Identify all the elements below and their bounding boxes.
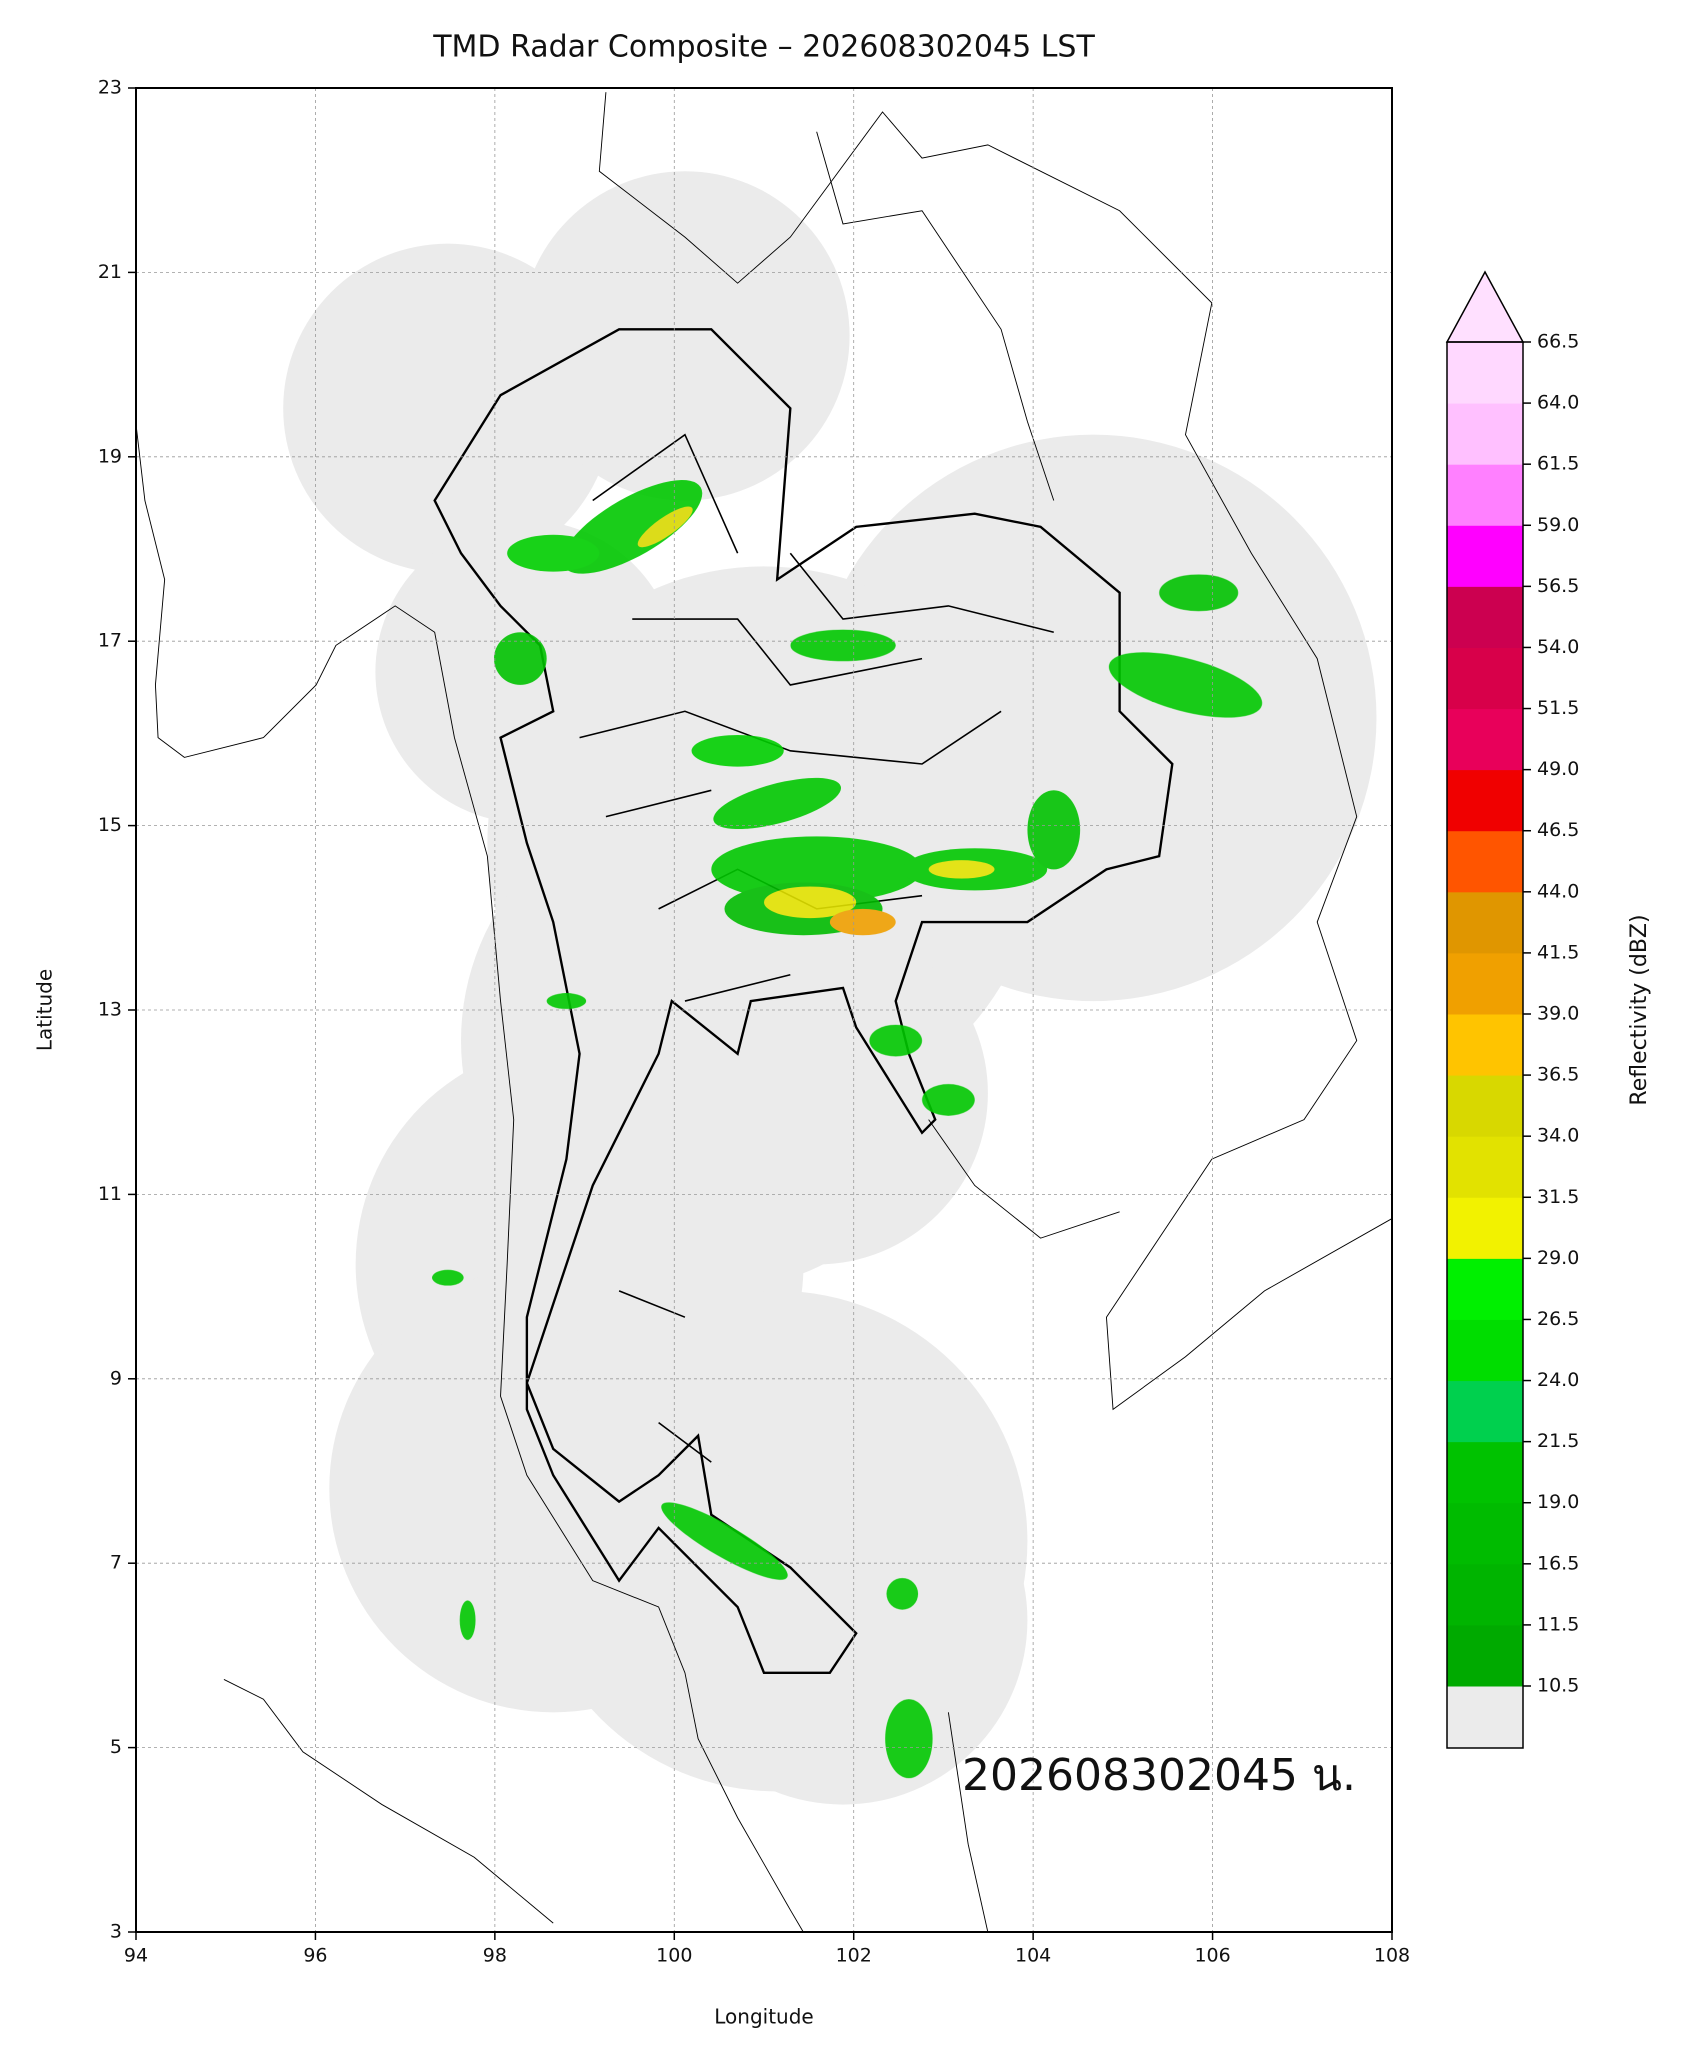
colorbar-segment — [1447, 586, 1523, 648]
colorbar-segment — [1447, 1197, 1523, 1259]
timestamp-annotation: 202608302045 น. — [962, 1750, 1356, 1801]
map-layer — [136, 88, 1392, 1932]
colorbar-over — [1445, 270, 1525, 343]
colorbar-tick-label: 66.5 — [1537, 331, 1579, 353]
x-tick-label: 106 — [1194, 1945, 1230, 1967]
colorbar-tick-label: 19.0 — [1537, 1491, 1579, 1513]
colorbar-tick-label: 59.0 — [1537, 514, 1579, 536]
y-tick-label: 11 — [98, 1183, 122, 1205]
colorbar-tick-label: 49.0 — [1537, 758, 1579, 780]
y-tick-label: 7 — [110, 1552, 122, 1574]
y-axis-label: Latitude — [33, 969, 57, 1051]
colorbar-segment — [1447, 464, 1523, 526]
x-tick-label: 104 — [1015, 1945, 1051, 1967]
colorbar-tick-label: 61.5 — [1537, 453, 1579, 475]
colorbar-tick-label: 56.5 — [1537, 575, 1579, 597]
colorbar-segment — [1447, 1441, 1523, 1504]
colorbar-label: Reflectivity (dBZ) — [1627, 914, 1652, 1105]
coastlines — [136, 92, 1392, 1932]
colorbar-tick-label: 29.0 — [1537, 1247, 1579, 1269]
y-tick-label: 3 — [110, 1921, 122, 1943]
y-tick-label: 9 — [110, 1367, 122, 1389]
colorbar-segment — [1447, 403, 1523, 465]
colorbar-tick-label: 16.5 — [1537, 1552, 1579, 1574]
map-title: TMD Radar Composite – 202608302045 LST — [432, 30, 1095, 65]
colorbar-segment — [1447, 1075, 1523, 1137]
colorbar-tick-label: 44.0 — [1537, 880, 1579, 902]
x-tick-label: 102 — [836, 1945, 872, 1967]
colorbar-segment — [1447, 647, 1523, 710]
colorbar-tick-label: 11.5 — [1537, 1613, 1579, 1635]
colorbar-tick-label: 39.0 — [1537, 1003, 1579, 1025]
colorbar-tick-label: 21.5 — [1537, 1430, 1579, 1452]
y-tick-label: 15 — [98, 814, 122, 836]
colorbar-segment — [1447, 1014, 1523, 1076]
colorbar-segment — [1447, 830, 1523, 893]
y-tick-label: 23 — [98, 77, 122, 99]
y-tick-label: 5 — [110, 1736, 122, 1758]
colorbar-tick-label: 64.0 — [1537, 392, 1579, 414]
colorbar-segment — [1447, 769, 1523, 832]
x-axis-label: Longitude — [714, 2005, 813, 2029]
y-tick-label: 19 — [98, 445, 122, 467]
colorbar-tick-label: 34.0 — [1537, 1125, 1579, 1147]
colorbar-tick-label: 36.5 — [1537, 1064, 1579, 1086]
colorbar-segment — [1447, 1563, 1523, 1626]
colorbar-tick-label: 24.0 — [1537, 1369, 1579, 1391]
colorbar-tick-label: 31.5 — [1537, 1186, 1579, 1208]
x-tick-label: 94 — [124, 1945, 148, 1967]
colorbar-under — [1447, 1686, 1523, 1748]
x-tick-label: 98 — [483, 1945, 507, 1967]
colorbar-segment — [1447, 708, 1523, 771]
y-tick-label: 13 — [98, 999, 122, 1021]
x-tick-label: 100 — [656, 1945, 692, 1967]
colorbar-tick-label: 26.5 — [1537, 1308, 1579, 1330]
colorbar-segment — [1447, 342, 1523, 404]
colorbar-segment — [1447, 1258, 1523, 1320]
colorbar-segment — [1447, 952, 1523, 1015]
y-tick-label: 21 — [98, 261, 122, 283]
colorbar-frame — [1446, 341, 1524, 1749]
x-tick-label: 108 — [1374, 1945, 1410, 1967]
x-tick-label: 96 — [303, 1945, 327, 1967]
colorbar-segment — [1447, 891, 1523, 954]
colorbar-tick-label: 10.5 — [1537, 1675, 1579, 1697]
colorbar-segment — [1447, 1502, 1523, 1565]
colorbar-tick-label: 46.5 — [1537, 819, 1579, 841]
colorbar-segment — [1447, 525, 1523, 587]
colorbar-tick-label: 51.5 — [1537, 697, 1579, 719]
colorbar-tick-label: 41.5 — [1537, 941, 1579, 963]
radar-echoes — [432, 480, 1263, 1779]
y-tick-label: 17 — [98, 630, 122, 652]
colorbar-tick-label: 54.0 — [1537, 636, 1579, 658]
colorbar-segment — [1447, 1624, 1523, 1687]
colorbar-segment — [1447, 1319, 1523, 1382]
colorbar-segment — [1447, 1380, 1523, 1443]
colorbar-segment — [1447, 1136, 1523, 1198]
radar-coverage — [283, 171, 1377, 1805]
